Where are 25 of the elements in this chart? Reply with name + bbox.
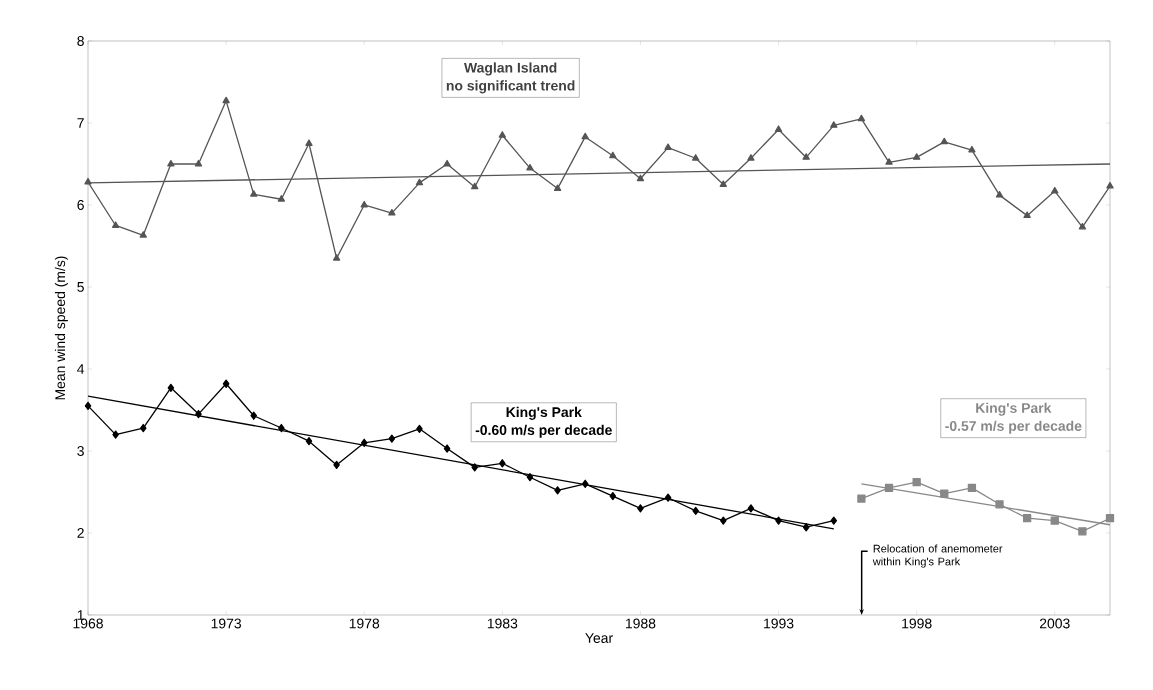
y-tick-label: 8 (77, 36, 84, 46)
annotation: King's Park (976, 402, 1052, 416)
y-tick-label: 3 (77, 446, 84, 456)
y-tick-label: 7 (77, 118, 84, 128)
annotation: -0.60 m/s per decade (475, 424, 612, 438)
x-tick-label: 1998 (902, 618, 932, 629)
y-tick-label: 2 (77, 528, 84, 538)
y-tick-label: 1 (77, 610, 84, 620)
y-tick-label: 4 (77, 364, 85, 374)
y-tick-label: 5 (77, 282, 84, 292)
x-tick-label: 1993 (764, 618, 794, 629)
x-axis-title: Year (585, 633, 613, 643)
annotation: King's Park (506, 406, 582, 420)
x-tick-label: 1988 (625, 618, 656, 629)
x-tick-label: 1978 (349, 618, 380, 629)
y-tick-label: 6 (77, 200, 84, 210)
annotation: Relocation of anemometer within King's Park (872, 544, 1003, 568)
annotation: -0.57 m/s per decade (945, 420, 1082, 434)
x-tick-label: 1983 (487, 618, 518, 629)
y-axis-title: Mean wind speed (m/s) (54, 256, 68, 400)
x-tick-label: 1968 (73, 618, 103, 629)
annotation: no significant trend (446, 80, 575, 94)
x-tick-label: 1973 (211, 618, 242, 629)
x-tick-label: 2003 (1039, 618, 1070, 629)
annotation: Waglan Island (464, 62, 557, 76)
